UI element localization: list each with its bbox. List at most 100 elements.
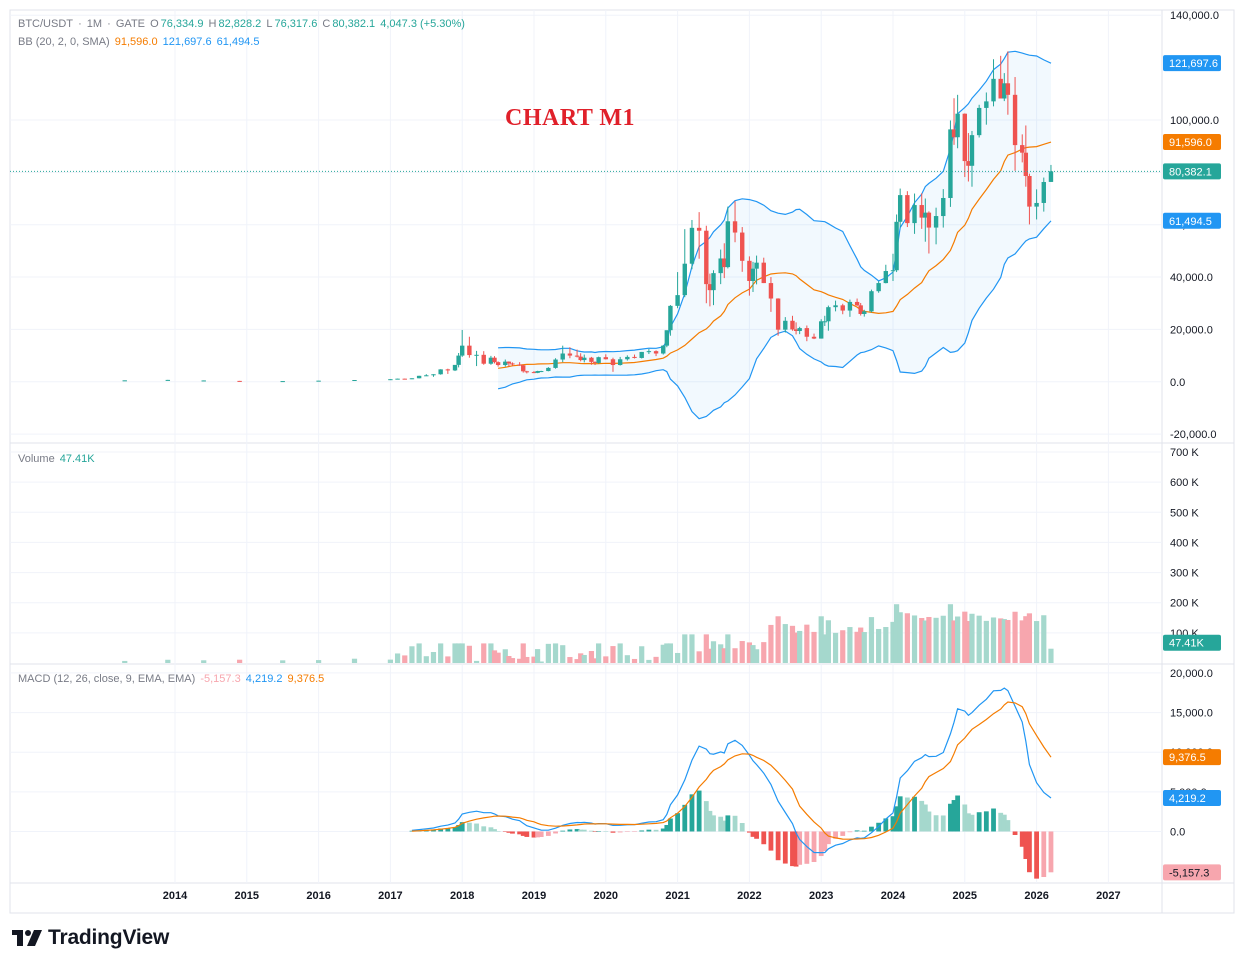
price-tick-label: 20,000.0 bbox=[1170, 324, 1213, 336]
macd-hist-bar bbox=[520, 831, 526, 836]
macd-hist-bar bbox=[632, 831, 637, 832]
macd-hist-bar bbox=[1001, 814, 1007, 832]
volume-bar bbox=[947, 604, 954, 663]
symbol-legend[interactable]: BTC/USDT · 1M · GATE O 76,334.9 H 82,828.2… bbox=[18, 18, 465, 30]
macd-hist-bar bbox=[965, 813, 971, 832]
volume-bar bbox=[1023, 616, 1029, 663]
volume-bar bbox=[868, 617, 875, 663]
candle-body bbox=[707, 284, 713, 291]
volume-bar bbox=[639, 646, 645, 663]
volume-bar bbox=[122, 660, 128, 663]
macd-hist-bar bbox=[782, 831, 788, 864]
candle-body bbox=[754, 262, 759, 269]
candle-body bbox=[531, 372, 537, 374]
volume-bar bbox=[596, 643, 602, 663]
macd-hist-bar bbox=[825, 831, 831, 845]
volume-bar bbox=[911, 615, 918, 663]
volume-label: Volume bbox=[18, 453, 55, 465]
volume-bar bbox=[402, 655, 408, 663]
tradingview-brand[interactable]: TradingView bbox=[12, 926, 169, 950]
macd-hist-bar bbox=[761, 831, 767, 845]
candle-body bbox=[668, 305, 673, 331]
macd-hist-bar bbox=[858, 830, 864, 832]
candle-body bbox=[316, 380, 321, 382]
candle-body bbox=[632, 356, 637, 358]
candle-body bbox=[1012, 94, 1018, 146]
price-axis-tag-text: 91,596.0 bbox=[1169, 137, 1212, 149]
macd-tick-label: 20,000.0 bbox=[1170, 668, 1213, 680]
macd-hist-bar bbox=[524, 831, 530, 837]
volume-bar bbox=[1012, 611, 1018, 663]
candle-body bbox=[495, 362, 501, 366]
candle-body bbox=[883, 271, 889, 284]
volume-bar bbox=[491, 650, 498, 663]
candle-body bbox=[661, 345, 666, 354]
volume-legend[interactable]: Volume 47.41K bbox=[18, 453, 97, 465]
macd-hist-bar bbox=[775, 831, 781, 861]
volume-bar bbox=[832, 632, 839, 663]
macd-hist-bar bbox=[861, 830, 867, 832]
volume-bar bbox=[858, 627, 864, 663]
macd-hist-bar bbox=[696, 790, 702, 832]
macd-hist-bar bbox=[940, 815, 946, 832]
macd-hist-bar bbox=[510, 831, 515, 834]
macd-hist-bar bbox=[1034, 831, 1039, 879]
volume-bar bbox=[488, 643, 494, 663]
macd-hist-bar bbox=[592, 831, 598, 832]
macd-hist-bar bbox=[1041, 831, 1047, 878]
price-tick-label: 140,000.0 bbox=[1170, 10, 1219, 22]
price-tick-label: 100,000.0 bbox=[1170, 115, 1219, 127]
macd-axis-tag-text: 4,219.2 bbox=[1169, 793, 1206, 805]
macd-hist-bar bbox=[969, 814, 975, 832]
macd-hist-bar bbox=[517, 831, 523, 835]
candle-body bbox=[546, 367, 551, 372]
volume-bar bbox=[387, 659, 393, 663]
macd-hist-bar bbox=[948, 803, 953, 832]
macd-hist-bar bbox=[639, 830, 645, 832]
candle-body bbox=[510, 363, 515, 365]
volume-axis-tag-text: 47.41K bbox=[1169, 638, 1205, 650]
volume-bar bbox=[1019, 620, 1025, 663]
volume-bar bbox=[545, 643, 551, 663]
volume-bar bbox=[574, 659, 580, 663]
candle-body bbox=[926, 212, 932, 228]
bb-legend[interactable]: BB (20, 2, 0, SMA) 91,596.0 121,697.6 61… bbox=[18, 36, 261, 48]
candle-body bbox=[862, 311, 867, 314]
volume-bar bbox=[675, 652, 681, 663]
volume-bar bbox=[696, 651, 702, 663]
volume-bar bbox=[955, 616, 961, 663]
time-axis-label: 2026 bbox=[1024, 890, 1048, 902]
macd-axis-tag bbox=[1163, 790, 1221, 807]
macd-hist-bar bbox=[991, 808, 996, 832]
volume-bar bbox=[423, 656, 429, 663]
volume-bar bbox=[509, 658, 516, 663]
candle-body bbox=[237, 380, 242, 382]
candle-body bbox=[725, 221, 731, 268]
candle-body bbox=[481, 354, 486, 364]
symbol-name: BTC/USDT bbox=[18, 18, 73, 30]
candle-body bbox=[854, 301, 860, 306]
macd-hist-bar bbox=[610, 831, 616, 833]
macd-hist-bar bbox=[675, 813, 680, 832]
macd-hist-bar bbox=[617, 831, 623, 833]
candle-body bbox=[793, 329, 799, 331]
volume-bar bbox=[646, 659, 652, 663]
candle-body bbox=[488, 357, 494, 364]
chart-frame bbox=[9, 9, 1235, 914]
macd-hist-bar bbox=[445, 828, 451, 832]
volume-bar bbox=[854, 631, 860, 663]
volume-tick-label: 500 K bbox=[1170, 507, 1199, 519]
macd-hist-bar bbox=[660, 828, 666, 832]
macd-legend[interactable]: MACD (12, 26, close, 9, EMA, EMA) -5,157… bbox=[18, 673, 326, 685]
candle-body bbox=[962, 113, 967, 162]
candle-body bbox=[948, 129, 953, 198]
candle-body bbox=[567, 353, 573, 356]
volume-bar bbox=[502, 649, 508, 663]
candle-body bbox=[610, 359, 616, 366]
candle-body bbox=[869, 291, 874, 312]
volume-bar bbox=[588, 651, 595, 663]
volume-bar bbox=[721, 648, 727, 663]
volume-bar bbox=[739, 641, 745, 663]
price-axis-tag-text: 61,494.5 bbox=[1169, 216, 1212, 228]
